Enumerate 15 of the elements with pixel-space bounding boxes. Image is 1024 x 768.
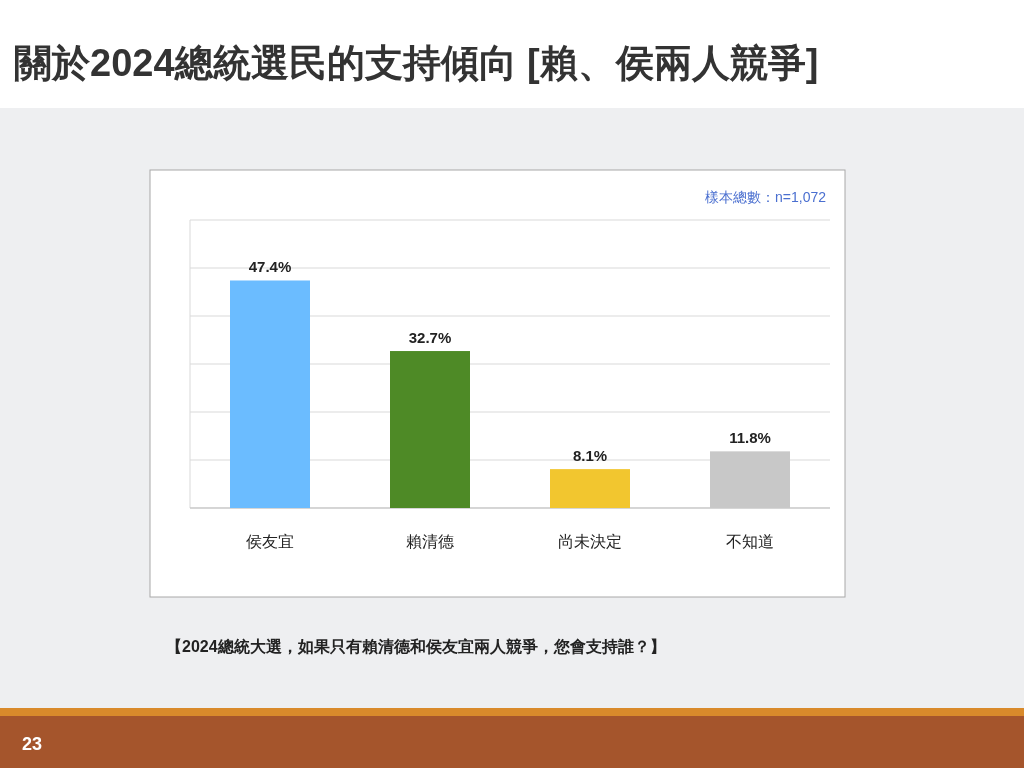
bar <box>550 469 630 508</box>
text: 【2024總統大選，如果只有賴清德和侯友宜兩人競爭，您會支持誰？】 <box>166 637 666 655</box>
x-tick-label: 不知道 <box>726 533 774 550</box>
data-label: 32.7% <box>408 329 452 347</box>
text: 樣本總數：n=1,072 <box>705 189 827 205</box>
data-label: 11.8% <box>729 429 771 447</box>
x-tick-label: 賴清德 <box>406 533 454 550</box>
bar <box>390 351 470 508</box>
data-label: 8.1% <box>572 447 608 465</box>
bar <box>230 280 310 508</box>
chart-title: 關於2024總統選民的支持傾向 [賴、侯兩人競爭] <box>14 42 819 84</box>
x-tick-label: 尚未決定 <box>558 533 622 550</box>
x-tick-label: 侯友宜 <box>246 533 294 550</box>
text: 23 <box>22 734 43 754</box>
data-label: 47.4% <box>248 258 292 276</box>
